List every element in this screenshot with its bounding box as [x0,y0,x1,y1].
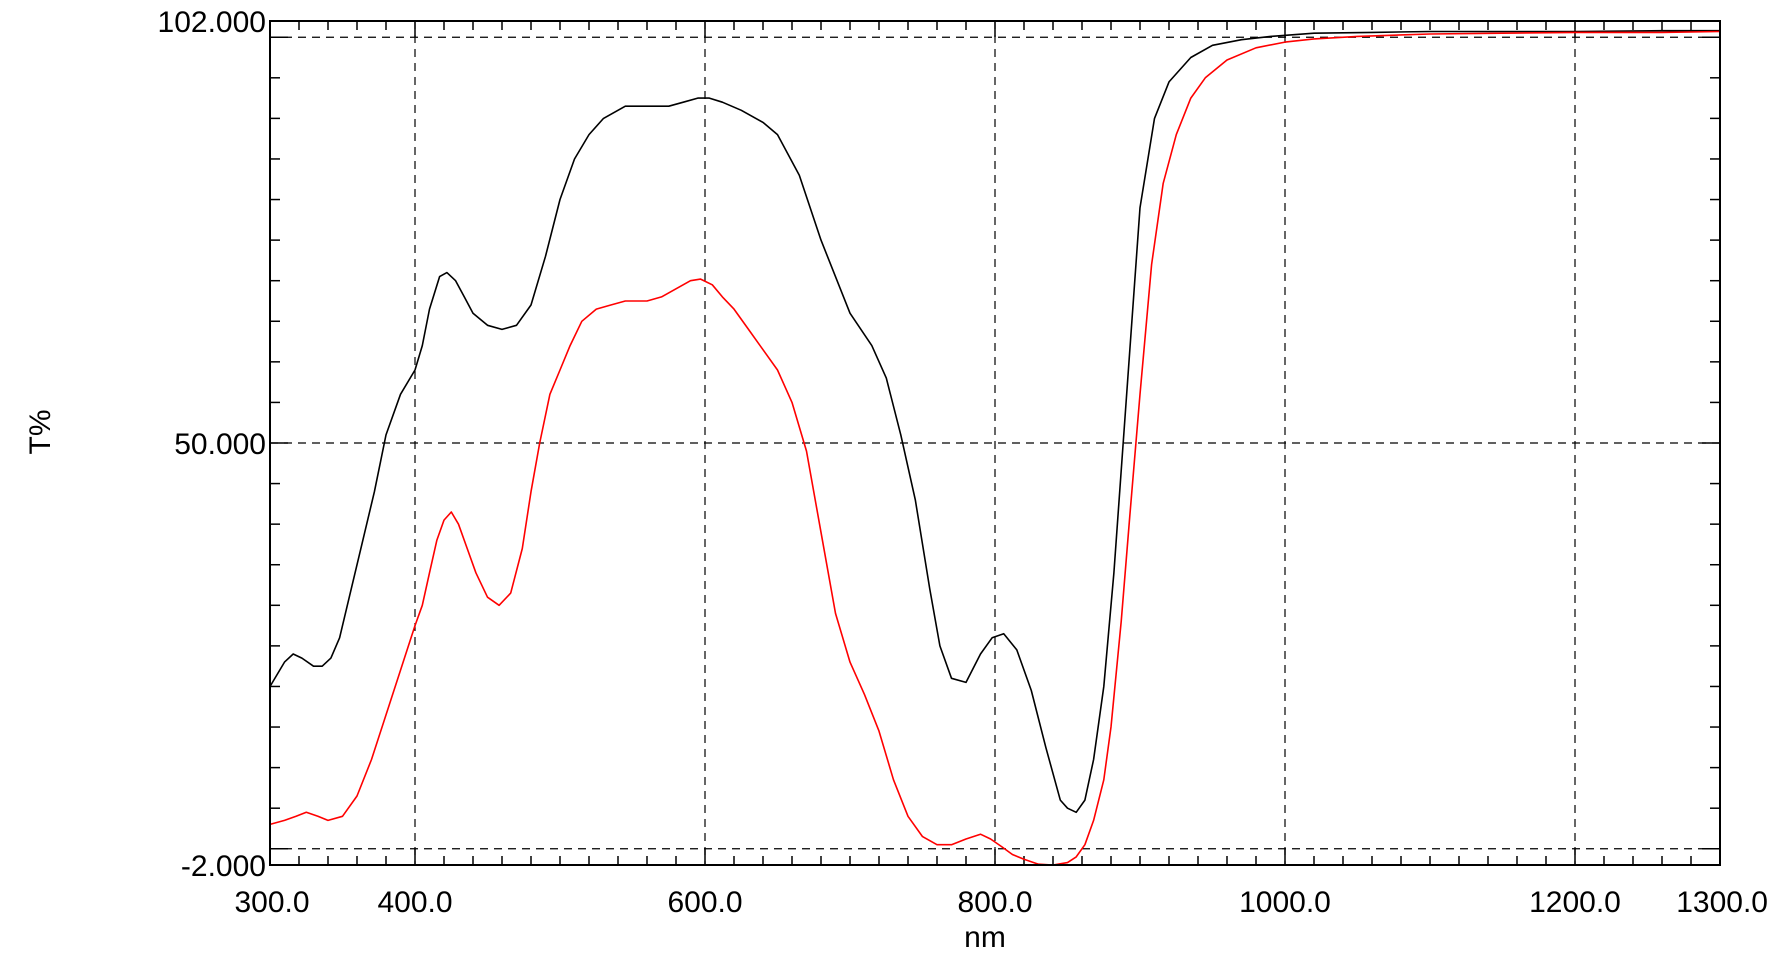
x-tick-label: 1200.0 [1529,886,1621,919]
y-tick-label: -2.000 [181,850,266,883]
series-lines [269,29,1721,866]
x-tick-labels: 300.0 400.0 600.0 800.0 1000.0 1200.0 1300.0 [234,886,1768,919]
x-tick-label: 1300.0 [1676,886,1768,919]
y-tick-labels: 102.000 50.000 -2.000 [158,6,266,883]
grid-lines [270,21,1720,865]
y-axis-label: T% [24,410,57,455]
series-line-1 [269,29,1720,814]
x-tick-label: 600.0 [667,886,742,919]
x-axis-label: nm [964,921,1006,954]
x-tick-label: 1000.0 [1239,886,1331,919]
x-tick-label: 800.0 [957,886,1032,919]
minor-ticks [270,21,1720,865]
series-line-2 [269,30,1721,866]
x-tick-label: 300.0 [234,886,309,919]
y-tick-label: 102.000 [158,6,266,39]
x-tick-label: 400.0 [377,886,452,919]
y-tick-label: 50.000 [174,428,266,461]
plot-frame [269,20,1721,866]
